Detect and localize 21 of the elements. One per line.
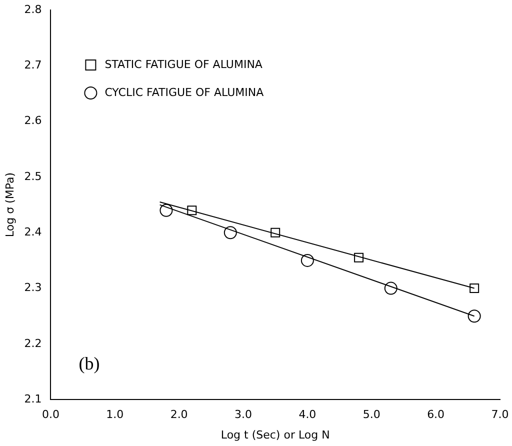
x-tick-label: 1.0: [106, 408, 124, 422]
y-tick-label: 2.3: [24, 281, 42, 294]
y-tick-label: 2.7: [24, 58, 42, 72]
y-tick-label: 2.5: [24, 170, 42, 183]
y-tick-label: 2.8: [24, 2, 42, 16]
y-tick-label: 2.1: [24, 392, 42, 406]
y-tick-label: 2.6: [24, 114, 42, 128]
x-tick-label: 2.0: [170, 408, 188, 422]
x-tick-label: 0.0: [42, 408, 60, 422]
x-tick-label: 4.0: [298, 408, 316, 422]
x-tick-label: 5.0: [362, 408, 380, 422]
x-tick-label: 3.0: [234, 408, 252, 422]
annotation: (b): [78, 354, 100, 374]
legend-label: CYCLIC FATIGUE OF ALUMINA: [104, 86, 264, 99]
y-axis-title: Log σ (MPa): [3, 172, 16, 238]
x-tick-label: 7.0: [491, 408, 509, 422]
y-tick-label: 2.2: [24, 336, 42, 350]
legend-label: STATIC FATIGUE OF ALUMINA: [104, 58, 263, 71]
x-tick-label: 6.0: [427, 408, 445, 422]
y-tick-label: 2.4: [24, 225, 42, 238]
x-axis-title: Log t (Sec) or Log N: [220, 428, 330, 442]
